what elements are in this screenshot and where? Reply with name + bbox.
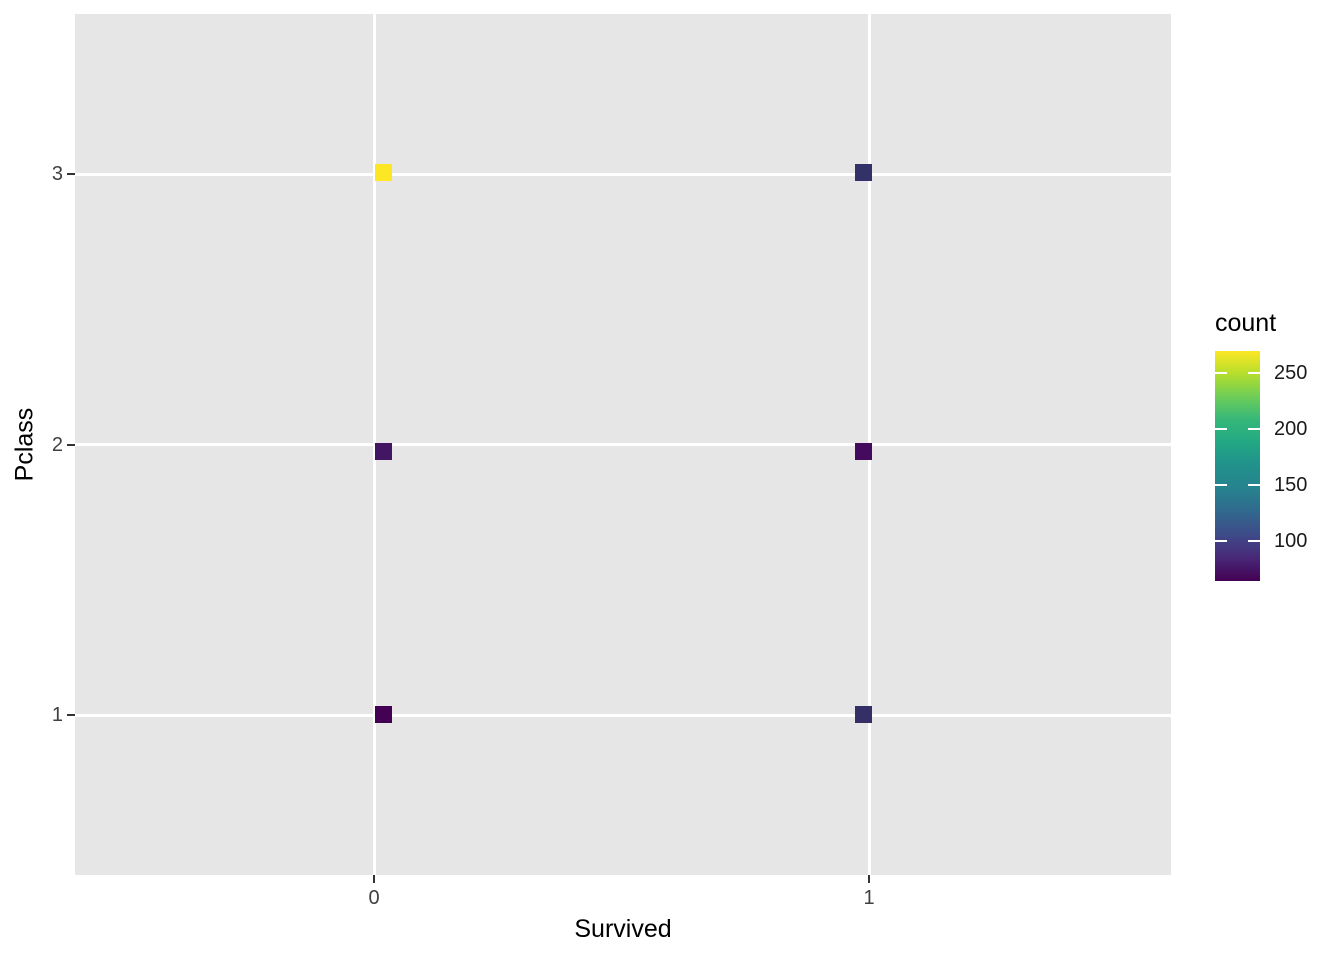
legend-title: count [1215, 309, 1277, 337]
x-axis-tick [373, 875, 375, 883]
y-axis-tick [67, 443, 75, 446]
gridline-horizontal [75, 443, 1171, 446]
legend-tick-label: 100 [1274, 529, 1308, 552]
y-axis-tick [67, 714, 75, 716]
legend-colorbar [1215, 351, 1260, 581]
data-point [374, 705, 392, 723]
y-tick-label: 2 [51, 433, 63, 456]
data-point [854, 443, 872, 460]
x-axis-tick [868, 875, 870, 883]
x-tick-label: 0 [368, 887, 380, 909]
legend-tick-label: 150 [1274, 473, 1308, 496]
data-point [374, 443, 392, 460]
y-axis-title: Pclass [10, 407, 39, 482]
y-axis-tick [67, 173, 75, 175]
legend-tick [1248, 372, 1260, 375]
legend-tick [1215, 483, 1227, 486]
data-point [854, 164, 872, 181]
legend-tick [1248, 428, 1260, 431]
gridline-horizontal [75, 172, 1171, 176]
legend-tick [1248, 483, 1260, 486]
y-tick-label: 3 [51, 163, 63, 185]
legend-tick-label: 250 [1274, 362, 1308, 385]
gridline-horizontal [75, 713, 1171, 717]
data-point [854, 705, 872, 723]
legend-tick [1215, 372, 1227, 375]
data-point [374, 164, 392, 181]
y-tick-label: 1 [51, 704, 63, 726]
legend-tick [1215, 428, 1227, 431]
legend-tick [1215, 539, 1227, 542]
legend-tick [1248, 539, 1260, 542]
legend-tick-label: 200 [1274, 418, 1308, 441]
x-tick-label: 1 [863, 887, 875, 909]
x-axis-title: Survived [574, 915, 672, 943]
